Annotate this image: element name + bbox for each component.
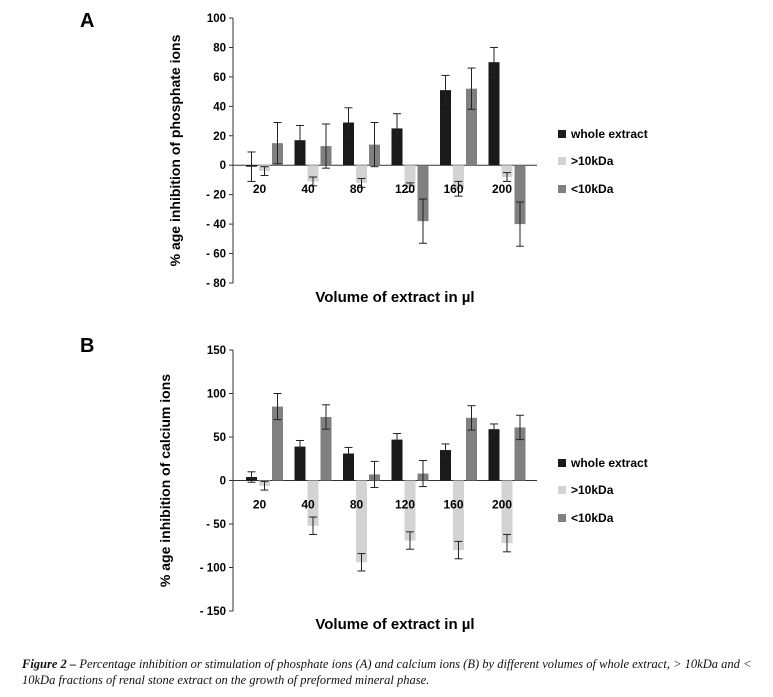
bar-gt10kda [501,480,513,544]
bar-whole-extract [440,450,451,481]
y-tick-label: 100 [207,13,226,25]
x-axis-label: Volume of extract in µl [315,289,474,306]
bar-gt10kda [501,165,513,177]
bar-lt10kda [320,416,332,481]
bar-lt10kda [272,406,283,481]
y-tick-label: 0 [220,160,226,172]
x-tick-label: 120 [395,498,415,512]
y-axis-label: % age inhibition of calcium ions [157,374,173,587]
bar-lt10kda [417,165,429,222]
y-tick-label: - 40 [206,219,226,231]
bar-lt10kda [466,417,477,481]
bar-whole-extract [343,122,354,166]
y-tick-label: - 50 [206,519,226,531]
y-tick-label: - 80 [206,278,226,290]
x-tick-label: 80 [350,498,364,512]
legend-entry: whole extract [570,456,648,470]
bar-whole-extract [391,439,403,481]
legend-swatch [558,514,566,522]
bar-whole-extract [391,128,403,166]
bar-gt10kda [453,480,464,551]
caption-text: Percentage inhibition or stimulation of … [22,657,752,687]
panel-label: A [80,10,94,32]
y-tick-label: - 100 [200,563,226,575]
x-axis-label: Volume of extract in µl [315,616,474,633]
y-tick-label: 80 [213,42,226,54]
legend-swatch [558,130,566,138]
y-tick-label: 150 [207,345,226,357]
bar-whole-extract [488,62,500,166]
x-tick-label: 160 [443,182,463,196]
x-tick-label: 20 [253,182,267,196]
legend-entry: >10kDa [571,483,614,497]
x-tick-label: 40 [301,182,315,196]
y-tick-label: - 20 [206,190,226,202]
bar-lt10kda [514,165,526,225]
bar-whole-extract [440,90,451,166]
legend-swatch [558,459,566,467]
bar-gt10kda [404,165,416,188]
bar-whole-extract [294,446,306,481]
panel-label: B [80,335,94,357]
legend-entry: whole extract [570,127,648,141]
bar-gt10kda [356,165,367,183]
legend-entry: >10kDa [571,154,614,168]
x-tick-label: 80 [350,182,364,196]
legend-entry: <10kDa [571,182,614,196]
x-tick-label: 40 [301,498,315,512]
caption-lead: Figure 2 – [22,657,77,671]
y-tick-label: 20 [213,131,226,143]
y-tick-label: 0 [220,476,226,488]
chart-panel-b: B 150 100 50 0 - 50 - 100 - 150 20 40 80 120 160 200%… [80,335,648,633]
bar-gt10kda [307,165,319,182]
x-tick-label: 160 [443,498,463,512]
bar-gt10kda [356,480,367,563]
legend-swatch [558,486,566,494]
y-tick-label: 100 [207,389,226,401]
bar-gt10kda [404,480,416,541]
bar-lt10kda [466,88,477,166]
x-tick-label: 20 [253,498,267,512]
bar-lt10kda [514,427,526,481]
bar-gt10kda [453,165,464,189]
x-tick-label: 200 [492,182,512,196]
figure-caption: Figure 2 – Percentage inhibition or stim… [22,656,757,688]
y-axis-label: % age inhibition of phosphate ions [167,34,183,266]
x-tick-label: 200 [492,498,512,512]
bar-whole-extract [488,429,500,481]
bar-gt10kda [307,480,319,526]
legend-swatch [558,157,566,165]
legend-entry: <10kDa [571,511,614,525]
legend-swatch [558,185,566,193]
y-tick-label: - 150 [200,606,226,618]
y-tick-label: 60 [213,72,226,84]
y-tick-label: 50 [213,432,226,444]
bar-whole-extract [343,453,354,481]
x-tick-label: 120 [395,182,415,196]
y-tick-label: 40 [213,101,226,113]
y-tick-label: - 60 [206,249,226,261]
